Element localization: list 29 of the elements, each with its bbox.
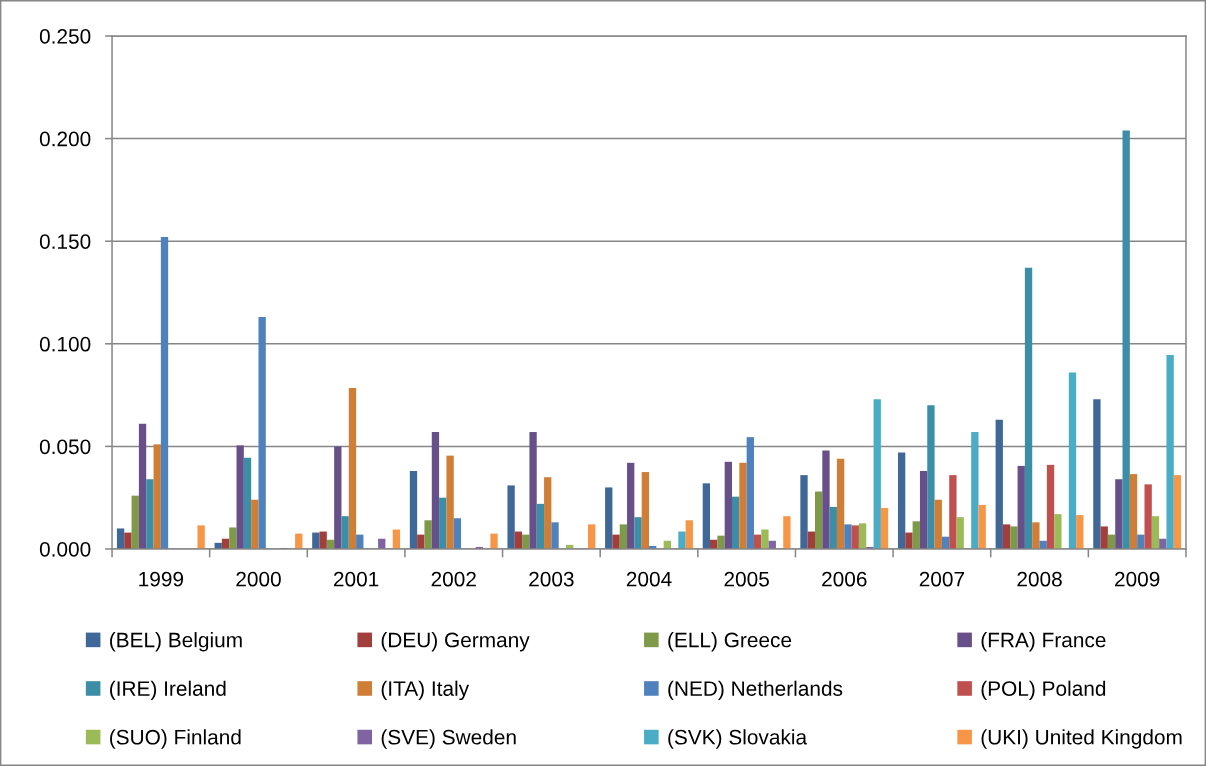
legend-label: (SVE) Sweden xyxy=(381,729,516,749)
legend-label: (DEU) Germany xyxy=(381,632,530,652)
x-tick-label: 1999 xyxy=(139,571,184,587)
x-tick-label: 2004 xyxy=(626,571,672,587)
legend-label: (IRE) Ireland xyxy=(110,680,226,701)
x-tick-label: 2007 xyxy=(919,571,965,587)
legend-label: (ELL) Greece xyxy=(668,632,792,652)
x-tick-label: 2000 xyxy=(236,571,281,587)
x-tick-label: 2005 xyxy=(724,571,769,587)
x-tick-label: 2009 xyxy=(1115,571,1160,587)
x-tick-label: 2003 xyxy=(529,571,574,587)
y-tick-label: 0.250 xyxy=(39,29,91,44)
legend-label: (BEL) Belgium xyxy=(110,632,242,652)
y-tick-label: 0.100 xyxy=(39,336,91,352)
legend-label: (UKI) United Kingdom xyxy=(981,729,1182,749)
legend-label: (SVK) Slovakia xyxy=(668,729,808,749)
y-tick-label: 0.000 xyxy=(39,541,91,557)
x-tick-label: 2008 xyxy=(1017,571,1062,587)
y-tick-label: 0.150 xyxy=(39,234,91,249)
legend-label: (ITA) Italy xyxy=(381,680,470,701)
legend-label: (FRA) France xyxy=(981,632,1106,652)
x-tick-label: 2001 xyxy=(333,571,379,587)
x-tick-label: 2002 xyxy=(431,571,476,587)
legend-label: (SUO) Finland xyxy=(110,729,241,749)
legend-label: (NED) Netherlands xyxy=(668,680,843,701)
x-tick-label: 2006 xyxy=(822,571,867,587)
legend-label: (POL) Poland xyxy=(981,680,1106,701)
y-tick-label: 0.200 xyxy=(39,131,91,147)
y-tick-label: 0.050 xyxy=(39,439,91,455)
